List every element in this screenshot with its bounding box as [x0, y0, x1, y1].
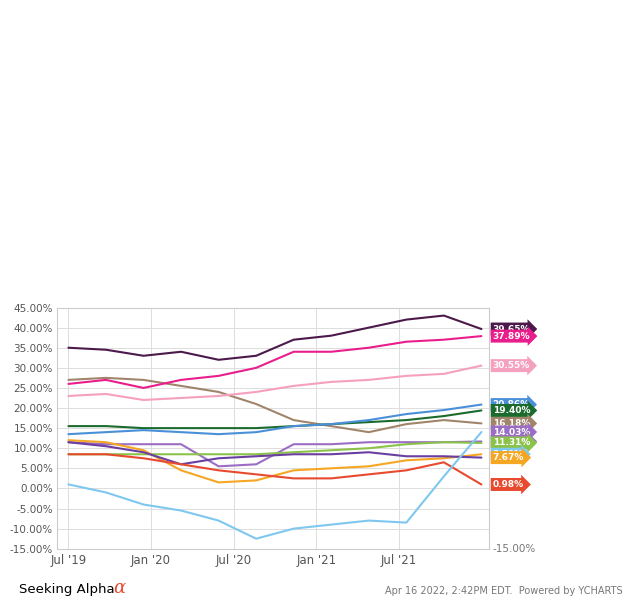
- Text: 30.55%: 30.55%: [493, 361, 530, 370]
- Text: 20.86%: 20.86%: [493, 400, 530, 409]
- Text: Apr 16 2022, 2:42PM EDT.  Powered by YCHARTS: Apr 16 2022, 2:42PM EDT. Powered by YCHA…: [385, 586, 622, 596]
- Text: Seeking Alpha: Seeking Alpha: [19, 582, 115, 596]
- Text: 39.65%: 39.65%: [493, 324, 530, 333]
- Text: 0.98%: 0.98%: [493, 480, 524, 489]
- Text: 11.68%: 11.68%: [493, 437, 530, 446]
- Text: 16.18%: 16.18%: [493, 419, 530, 428]
- Text: 7.67%: 7.67%: [493, 453, 524, 462]
- Text: 19.40%: 19.40%: [493, 406, 530, 415]
- Text: -15.00%: -15.00%: [493, 544, 536, 554]
- Text: 8.50%: 8.50%: [493, 450, 524, 459]
- Text: 11.31%: 11.31%: [493, 438, 530, 447]
- Text: 37.89%: 37.89%: [493, 332, 530, 341]
- Text: α: α: [113, 579, 125, 597]
- Text: 14.03%: 14.03%: [493, 428, 530, 437]
